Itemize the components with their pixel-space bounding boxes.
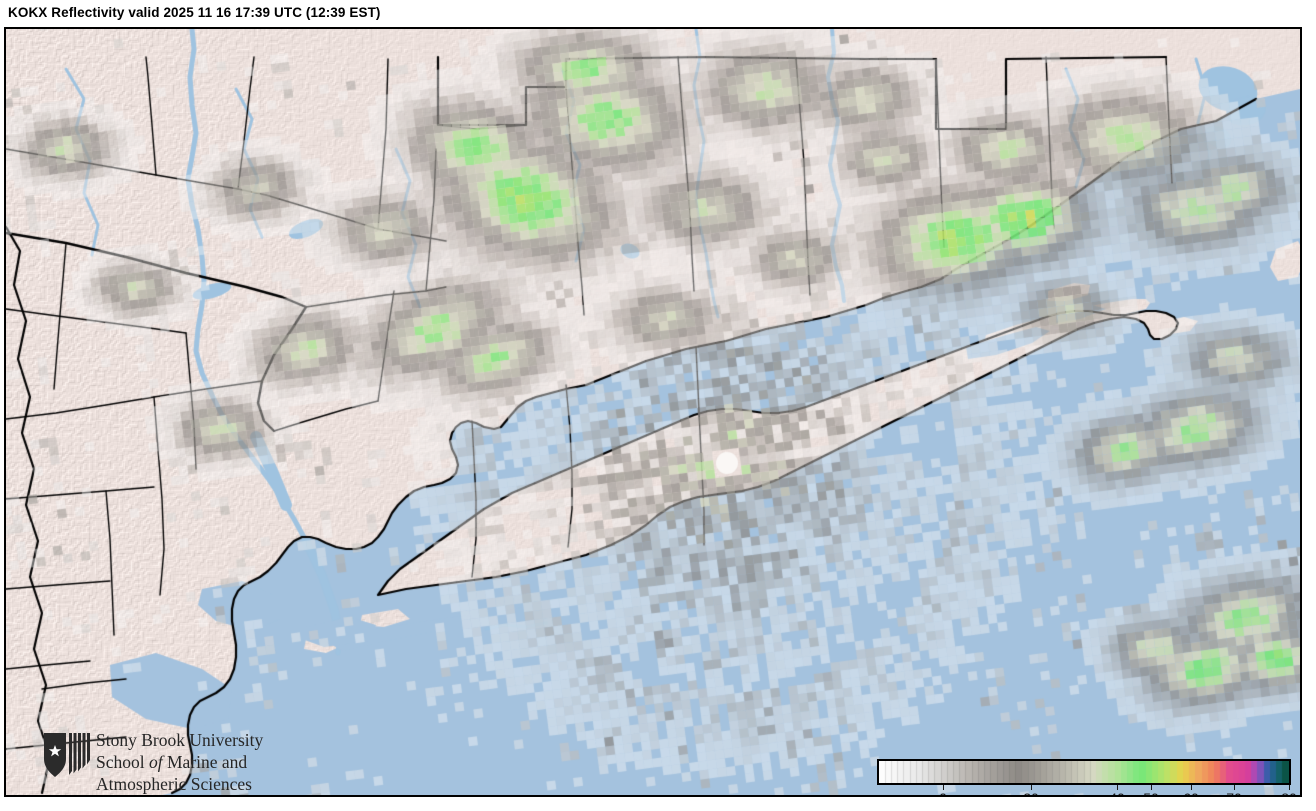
colorbar-tick-label: 70 — [1226, 790, 1242, 795]
colorbar-tick-label: 50 — [1143, 790, 1159, 795]
radar-map[interactable]: Stony Brook University School of Marine … — [4, 27, 1302, 797]
colorbar-gradient — [877, 759, 1291, 785]
page-title: KOKX Reflectivity valid 2025 11 16 17:39… — [8, 5, 381, 20]
colorbar-tick-label: 20 — [1023, 790, 1039, 795]
colorbar-tick-label: 40 — [1109, 790, 1125, 795]
colorbar-tick — [1031, 785, 1032, 790]
colorbar-tick — [1234, 785, 1235, 790]
colorbar-tick — [1289, 785, 1290, 790]
colorbar-tick — [943, 785, 944, 790]
colorbar-tick-label: 0 — [939, 790, 947, 795]
colorbar-tick-label: 60 — [1183, 790, 1199, 795]
colorbar-tick — [1117, 785, 1118, 790]
colorbar-tick-label: 80 — [1281, 790, 1297, 795]
colorbar-tick — [1151, 785, 1152, 790]
reflectivity-colorbar[interactable]: 0 20 40 50 60 70 80 — [877, 759, 1297, 795]
reflectivity-layer — [6, 29, 1300, 795]
colorbar-tick — [1191, 785, 1192, 790]
colorbar-canvas — [879, 761, 1289, 783]
